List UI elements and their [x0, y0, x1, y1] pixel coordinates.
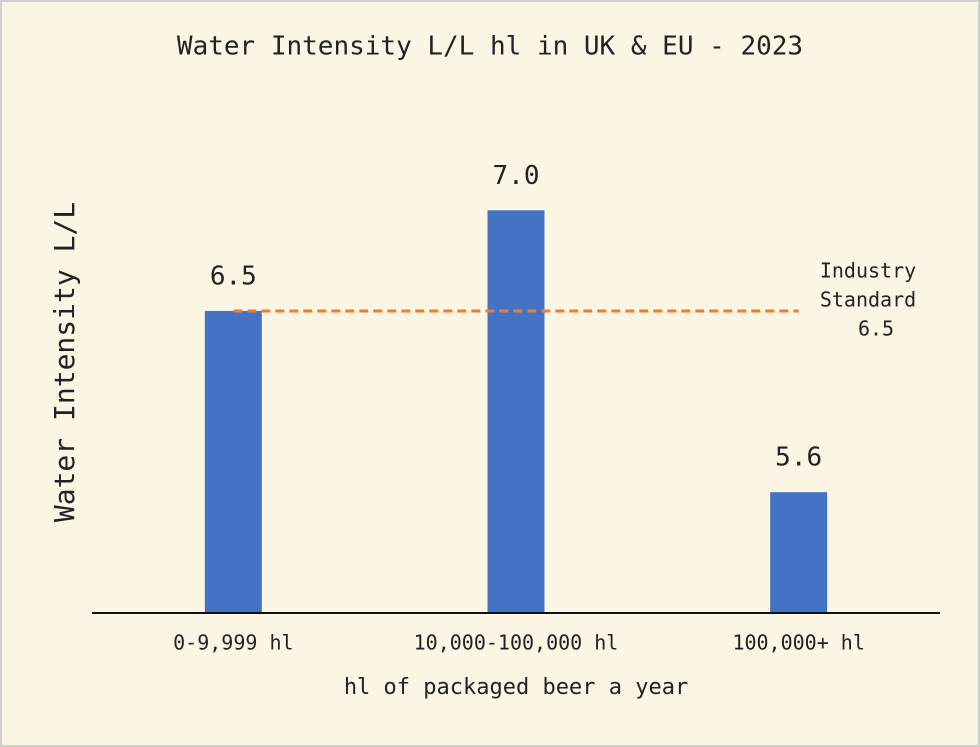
reference-value: 6.5: [858, 317, 894, 341]
x-axis-label: hl of packaged beer a year: [344, 675, 688, 700]
x-tick-label: 10,000-100,000 hl: [414, 631, 619, 655]
x-tick-label: 100,000+ hl: [732, 631, 864, 655]
bar: [770, 492, 828, 613]
x-tick-label: 0-9,999 hl: [173, 631, 293, 655]
bar: [487, 210, 545, 614]
chart-title: Water Intensity L/L hl in UK & EU - 2023: [177, 32, 803, 62]
value-label: 5.6: [775, 443, 822, 473]
y-axis-label: Water Intensity L/L: [48, 202, 81, 522]
reference-label: Standard: [820, 288, 916, 312]
value-label: 7.0: [493, 161, 540, 191]
bar: [204, 310, 262, 613]
reference-label: Industry: [820, 259, 916, 283]
value-label: 6.5: [210, 261, 257, 291]
